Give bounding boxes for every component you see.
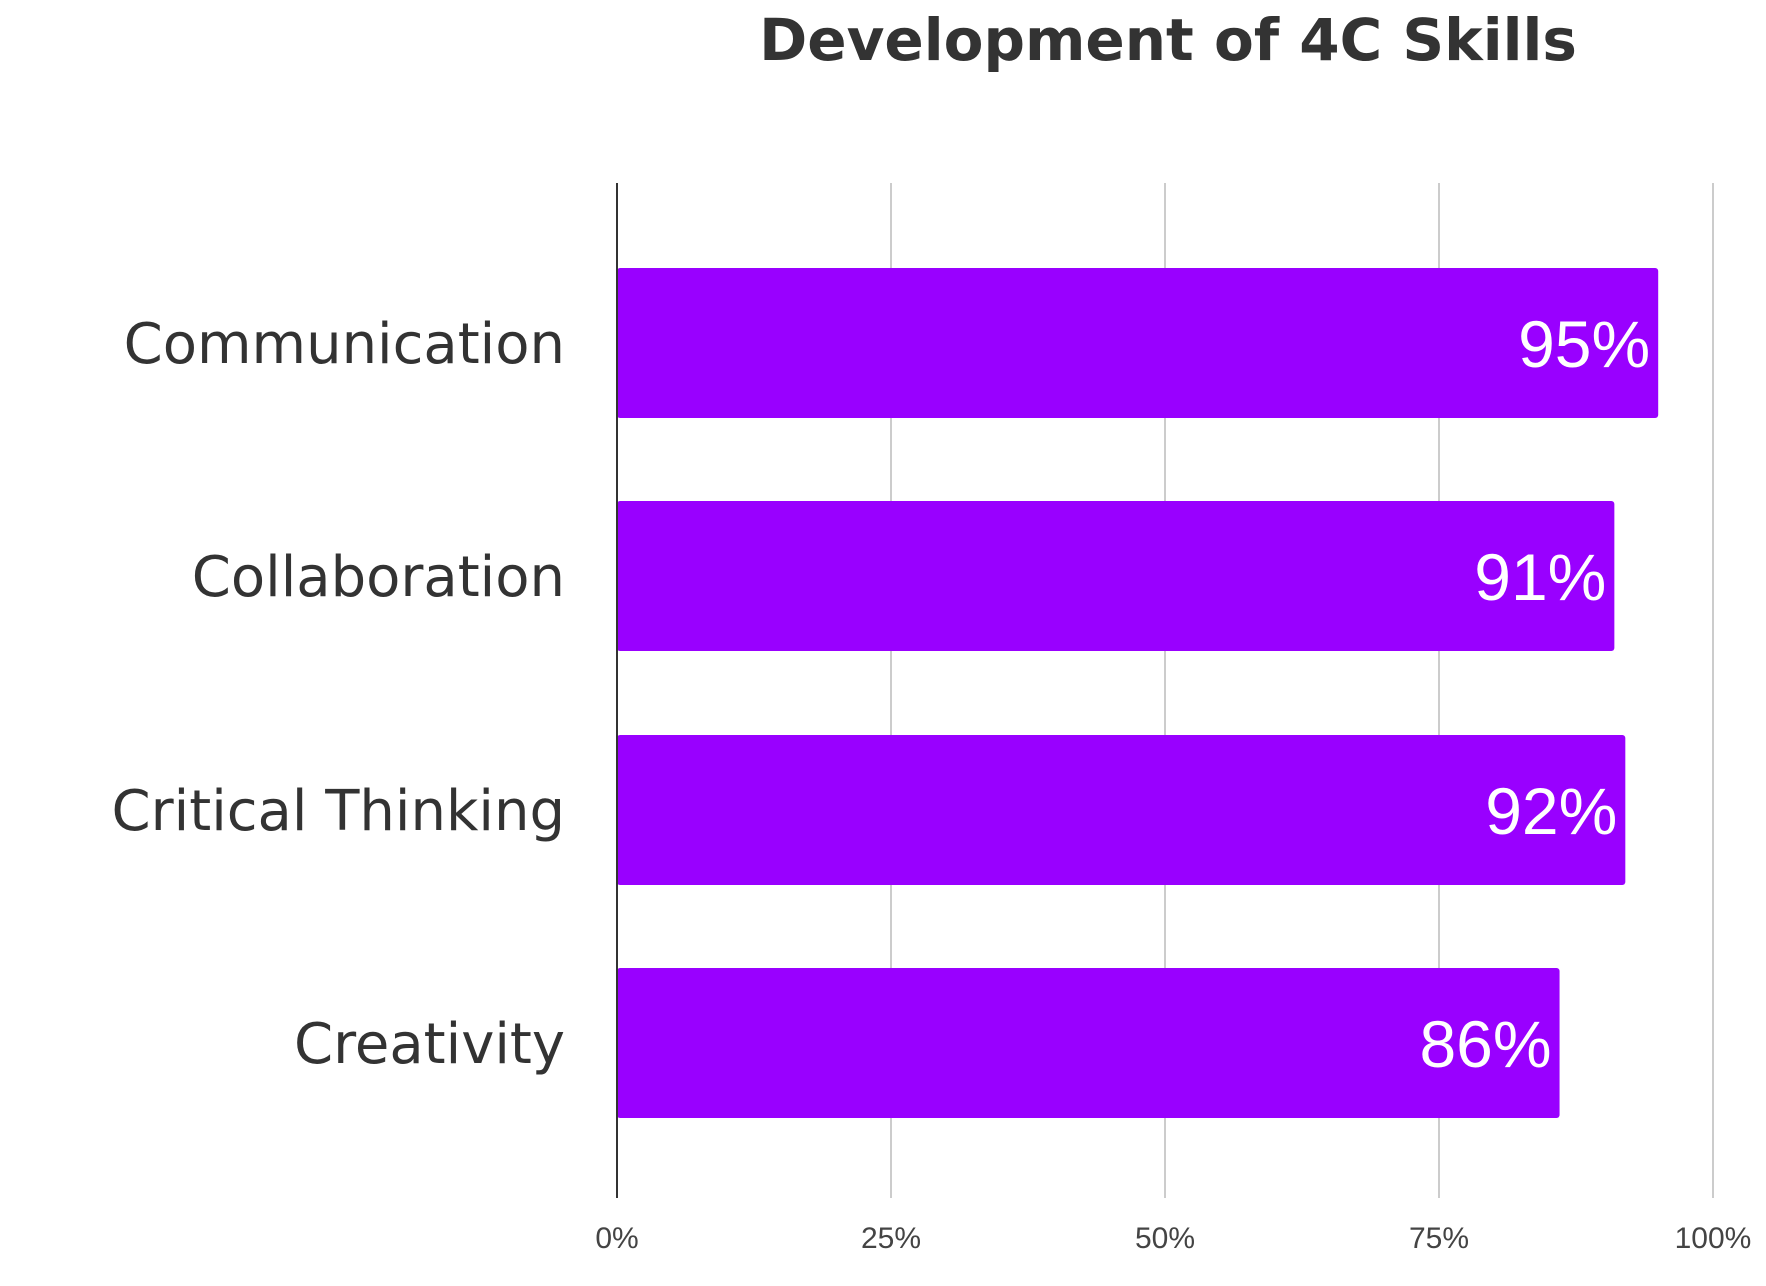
category-label: Creativity (294, 1012, 565, 1077)
data-label: 86% (1419, 1007, 1551, 1081)
x-tick-label: 25% (861, 1222, 921, 1255)
chart-title: Development of 4C Skills (759, 6, 1577, 74)
bar (617, 735, 1626, 885)
x-tick-label: 75% (1409, 1222, 1469, 1255)
bar (617, 968, 1560, 1118)
bar (617, 268, 1659, 418)
category-label: Communication (124, 312, 565, 377)
bar (617, 501, 1615, 651)
data-label: 91% (1474, 540, 1606, 614)
data-label: 95% (1518, 307, 1650, 381)
bars (617, 268, 1659, 1118)
x-tick-label: 100% (1675, 1222, 1752, 1255)
category-label: Critical Thinking (112, 779, 565, 844)
data-label: 92% (1485, 774, 1617, 848)
category-label: Collaboration (192, 545, 565, 610)
labels: 0% 25% 50% 75% 100% Communication 95% Collabora… (112, 307, 1752, 1255)
x-tick-label: 50% (1135, 1222, 1195, 1255)
x-tick-label: 0% (595, 1222, 638, 1255)
